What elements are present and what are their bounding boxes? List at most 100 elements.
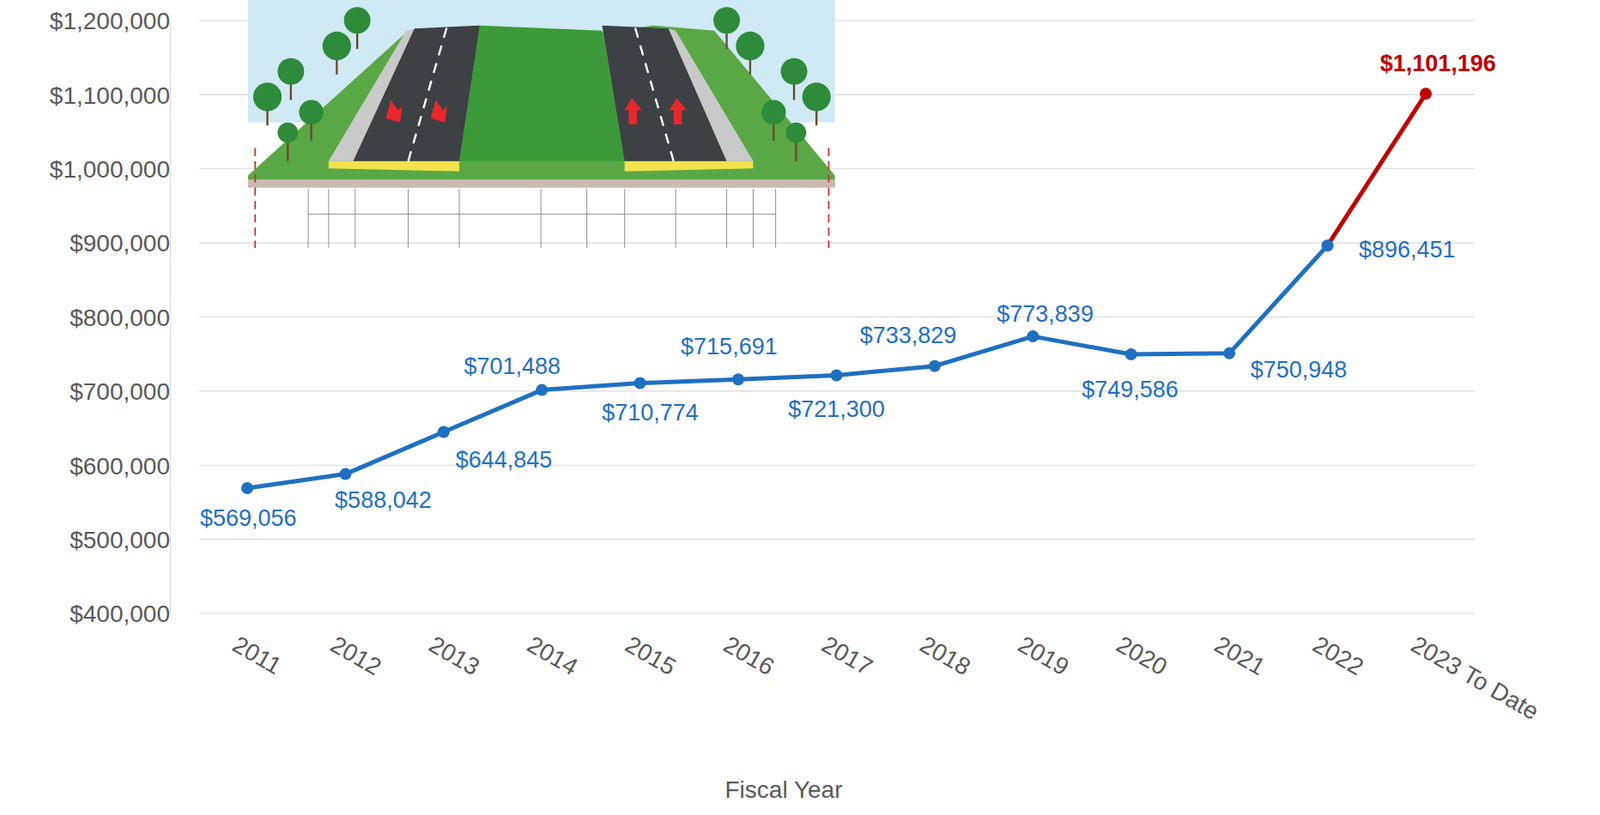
x-tick: 2022 [1308,630,1368,681]
line-segment [1327,93,1426,246]
grid-line [199,242,1475,244]
dimension-line [407,188,409,249]
y-tick: $900,000 [69,230,170,257]
x-tick: 2015 [620,630,680,681]
tree-crown [713,6,740,34]
x-tick: 2023 To Date [1406,630,1544,726]
data-labels: $569,056 $588,042 $644,845 $701,488 $710,774… [200,50,1497,532]
data-label: $749,586 [1081,376,1179,403]
data-point [928,360,941,373]
x-tick-label: 2011 [228,630,287,680]
tree-crown [277,122,298,144]
y-tick: $1,200,000 [49,7,170,35]
x-tick-label: 2015 [620,630,680,681]
y-tick-label: $800,000 [69,304,170,332]
soil [248,179,836,188]
data-label: $569,056 [200,505,297,532]
grid [199,20,1475,614]
x-tick-label: 2016 [719,630,779,681]
y-tick: $700,000 [69,378,170,406]
x-tick: 2018 [915,630,976,681]
x-tick-label: 2018 [915,630,976,681]
tree-crown [802,82,831,111]
x-tick: 2019 [1013,630,1073,681]
y-tick: $600,000 [69,453,170,480]
x-tick: 2013 [424,630,485,681]
data-label: $588,042 [334,487,432,514]
x-tick-label: 2019 [1013,630,1073,681]
data-point [1321,239,1334,252]
grid-line [199,612,1475,614]
dimension-line [586,188,588,249]
data-point [339,468,352,481]
data-label: $750,948 [1250,357,1348,383]
dimension-line [308,213,776,215]
median [459,25,625,162]
tree-crown [298,100,324,126]
y-tick: $1,000,000 [49,156,170,183]
x-axis-title: Fiscal Year [725,776,843,804]
lane-line [408,26,448,162]
y-axis-line [169,21,171,615]
x-tick-label: 2013 [424,630,485,681]
grid-line [199,465,1475,467]
x-tick-label: 2023 To Date [1406,630,1544,726]
embankment [248,25,836,187]
y-tick-label: $1,000,000 [49,156,170,183]
data-label: $721,300 [787,396,885,423]
grid-line [199,539,1475,540]
shoulder [624,161,754,172]
x-tick: 2020 [1111,630,1171,681]
tree-crown [735,31,764,61]
direction-arrow [430,100,448,123]
direction-arrow [385,100,402,123]
x-tick: 2017 [817,630,877,681]
x-tick-label: 2022 [1308,630,1368,681]
tree-crown [277,58,304,85]
y-tick-label: $900,000 [69,230,170,257]
dimension-line [327,188,329,249]
y-tick-label: $1,200,000 [49,7,170,35]
data-point [732,373,745,386]
x-tick-label: 2020 [1111,630,1171,681]
road-illustration [248,0,836,249]
dimension-line [775,188,776,249]
data-label: $1,101,196 [1380,50,1497,77]
y-tick: $400,000 [69,600,170,628]
data-label: $701,488 [463,353,561,380]
right-of-way-line [254,147,256,249]
dimension-line [459,188,461,249]
dimension-line [354,188,356,249]
y-axis: $400,000 $500,000 $600,000 $700,000 $800,000… [49,7,171,628]
data-label: $710,774 [601,400,699,426]
x-tick-label: 2012 [326,630,386,681]
chart-root: $400,000 $500,000 $600,000 $700,000 $800,000… [0,0,1600,815]
tree-crown [344,6,371,34]
direction-arrow [669,97,687,125]
dimension-line [752,188,754,249]
x-tick: 2014 [522,630,582,681]
data-point [634,377,647,390]
dimension-line [675,188,677,249]
dimension-line [540,188,542,249]
data-point [437,426,450,439]
y-tick-label: $700,000 [69,378,170,406]
line-segment [247,245,1328,489]
x-tick-label: 2014 [522,630,582,681]
data-point [1223,347,1236,360]
y-tick: $1,100,000 [49,82,170,110]
y-tick-label: $400,000 [69,600,170,628]
grid-line [199,390,1475,392]
plot-area [241,87,1432,495]
data-label: $733,829 [860,322,958,349]
y-tick-label: $600,000 [69,453,170,480]
grid-line [199,316,1475,318]
data-label: $644,845 [455,447,553,473]
x-tick: 2012 [326,630,386,681]
y-tick: $500,000 [69,527,170,554]
data-label: $896,451 [1358,236,1456,263]
x-tick: 2021 [1210,630,1270,681]
y-tick-label: $500,000 [69,527,170,554]
shoulder [328,161,460,172]
tree-crown [761,100,787,126]
